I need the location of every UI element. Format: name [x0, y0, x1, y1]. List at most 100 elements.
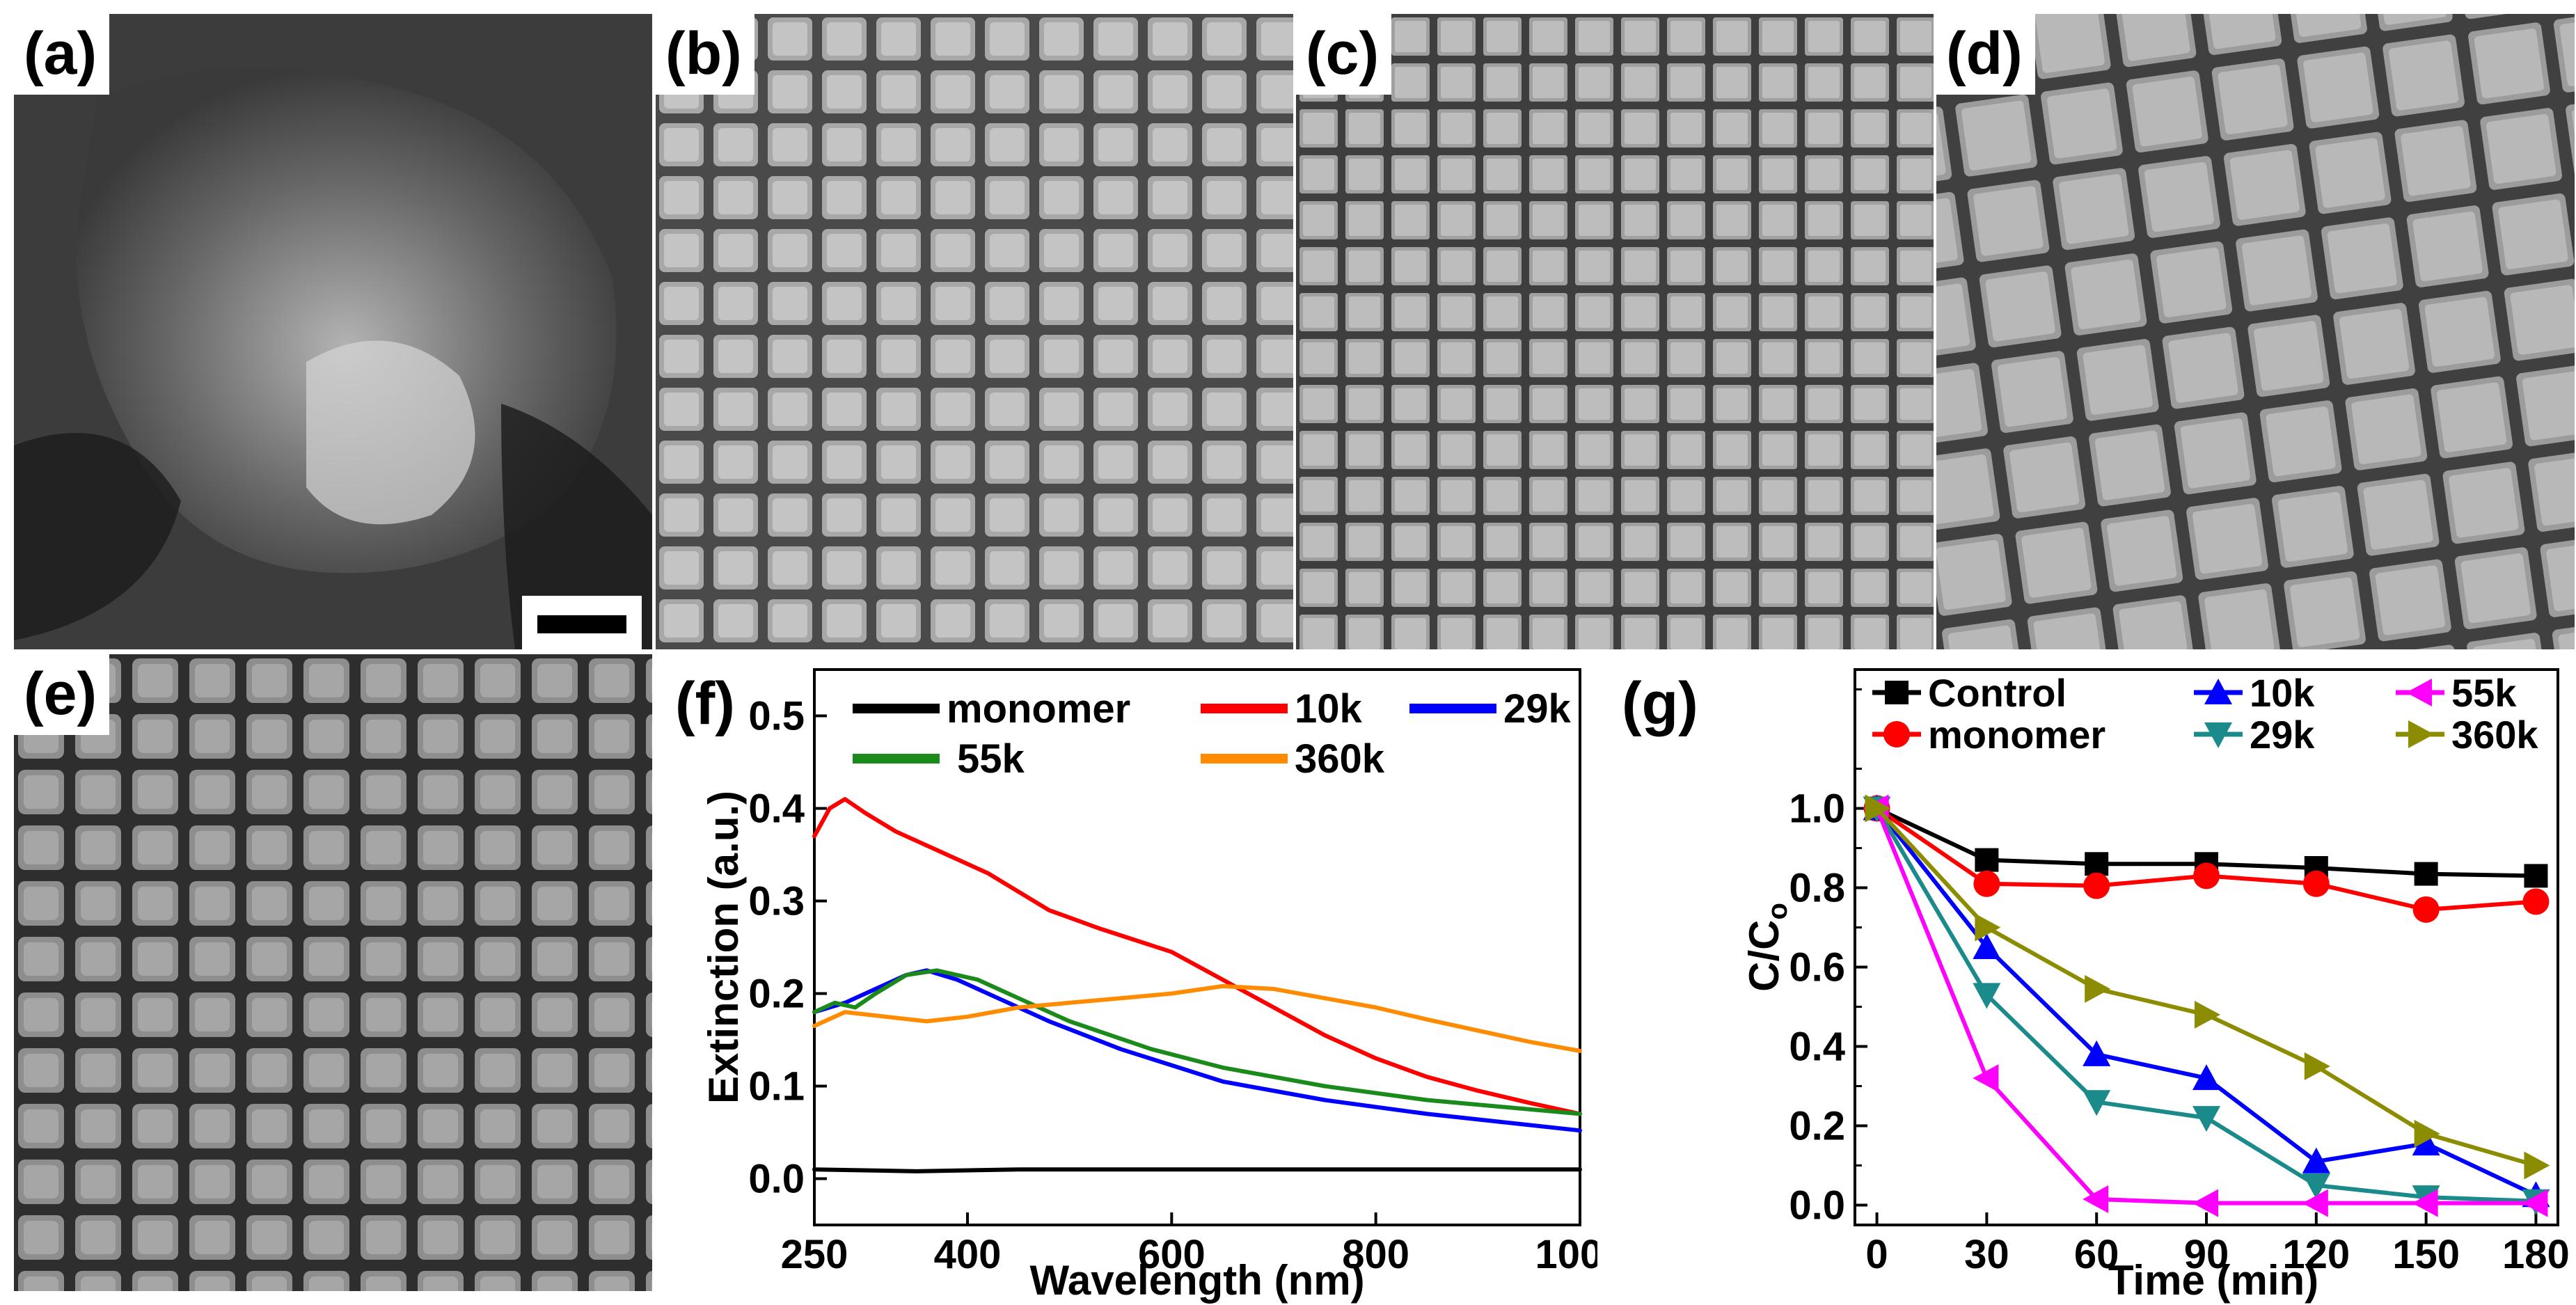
data-point-360k: [2414, 1119, 2440, 1148]
legend-label-29k: 29k: [1503, 686, 1572, 731]
chart-g: (g) 0 30 60 90 120 150 180 0.0 0.2 0.4 0.6 0.8 1.0 C…: [1615, 654, 2576, 1305]
y-axis-label-subscript: o: [1762, 903, 1793, 919]
scale-bar: [522, 596, 642, 650]
data-point-360k: [2524, 1151, 2550, 1180]
data-point-monomer: [2522, 888, 2550, 915]
data-point-monomer: [2412, 896, 2440, 923]
legend-label-monomer: monomer: [947, 686, 1130, 731]
y-tick-label: 0.0: [748, 1157, 805, 1202]
legend-swatch-marker-55k: [2406, 679, 2432, 706]
data-point-55k: [2412, 1189, 2438, 1217]
data-point-360k: [2195, 1000, 2220, 1029]
data-point-monomer: [2302, 870, 2330, 897]
data-point-360k: [2085, 974, 2111, 1003]
legend-label-360k: 360k: [1295, 736, 1385, 782]
legend-label-10k: 10k: [1295, 686, 1363, 731]
y-tick-label: 0.6: [1789, 945, 1845, 990]
series-line-monomer: [812, 1167, 1582, 1173]
data-point-Control: [2085, 852, 2109, 876]
y-tick-label: 0.3: [748, 879, 805, 924]
data-point-55k: [1973, 1064, 1999, 1093]
legend-swatch-marker-Control: [1885, 681, 1909, 704]
panel-label-b: (b): [656, 14, 754, 95]
series-line-29k: [812, 968, 1582, 1133]
x-tick-label: 120: [2282, 1232, 2350, 1277]
x-tick-label: 800: [1342, 1232, 1409, 1277]
data-point-360k: [2304, 1052, 2330, 1080]
data-point-Control: [1975, 848, 1999, 872]
y-tick-label: 0.0: [1789, 1183, 1845, 1228]
x-tick-label: 600: [1138, 1232, 1206, 1277]
y-tick-label: 0.5: [748, 694, 805, 739]
x-tick-label: 30: [1964, 1232, 2009, 1277]
legend-label-10k: 10k: [2250, 671, 2315, 715]
y-tick-label: 0.2: [1789, 1104, 1845, 1149]
x-axis-label: Wavelength (nm): [1029, 1257, 1364, 1304]
sem-image-a: [14, 14, 652, 649]
legend: monomer 10k 29k 55k 360k: [853, 686, 1572, 782]
x-tick-label: 0: [1865, 1232, 1888, 1277]
data-point-monomer: [2083, 872, 2110, 899]
sem-image-c: [1296, 14, 1934, 649]
panel-label-a: (a): [14, 14, 110, 95]
sem-image-d: [1936, 14, 2575, 649]
data-point-Control: [2414, 862, 2438, 886]
plot-frame: [813, 668, 1581, 1226]
panel-label-c: (c): [1296, 14, 1392, 95]
y-tick-label: 0.1: [748, 1064, 805, 1109]
data-point-monomer: [1973, 870, 2000, 897]
series-line-10k: [812, 797, 1582, 1116]
y-tick-label: 1.0: [1789, 786, 1845, 832]
legend-label-360k: 360k: [2451, 713, 2538, 757]
legend-label-55k: 55k: [2451, 671, 2517, 715]
data-point-monomer: [2193, 862, 2220, 889]
legend-swatch-marker-360k: [2408, 720, 2434, 748]
series-line-55k: [812, 968, 1582, 1116]
series-line-360k: [812, 983, 1582, 1053]
scale-bar-line: [537, 615, 626, 633]
panel-label-d: (d): [1936, 14, 2035, 95]
panel-label-e: (e): [14, 654, 110, 735]
x-tick-label: 90: [2184, 1232, 2229, 1277]
data-point-55k: [2522, 1189, 2548, 1217]
data-point-29k: [2083, 1090, 2111, 1116]
legend-swatch-marker-10k: [2204, 679, 2232, 704]
y-axis-label: C/Co: [1741, 903, 1793, 992]
data-point-55k: [2302, 1189, 2328, 1217]
y-tick-label: 0.2: [748, 972, 805, 1017]
data-point-29k: [2192, 1106, 2220, 1132]
data-point-29k: [1973, 983, 2001, 1009]
x-tick-label: 180: [2502, 1232, 2570, 1277]
data-point-29k: [2302, 1173, 2330, 1199]
data-point-360k: [1865, 794, 1891, 823]
data-point-10k: [2083, 1040, 2111, 1066]
y-tick-label: 0.8: [1789, 866, 1845, 911]
legend-label-control: Control: [1928, 671, 2067, 715]
y-tick-label: 0.4: [1789, 1025, 1845, 1070]
y-axis-label-main: C/C: [1741, 920, 1787, 992]
x-tick-label: 400: [934, 1232, 1002, 1277]
data-point-10k: [2192, 1064, 2220, 1091]
panel-label-f: (f): [675, 670, 735, 737]
legend-label-55k: 55k: [957, 736, 1025, 782]
data-point-10k: [2302, 1147, 2330, 1173]
y-axis-label: Extinction (a.u.): [700, 791, 747, 1104]
data-point-10k: [1973, 933, 2001, 959]
x-tick-label: 250: [781, 1232, 848, 1277]
legend-swatch-marker-monomer: [1883, 721, 1910, 748]
data-point-55k: [2192, 1189, 2218, 1217]
y-tick-label: 0.4: [748, 786, 805, 832]
panel-label-g: (g): [1622, 670, 1698, 737]
x-tick-label: 150: [2392, 1232, 2460, 1277]
sem-image-b: [656, 14, 1293, 649]
data-point-Control: [2524, 864, 2548, 888]
legend-swatch-marker-29k: [2204, 722, 2232, 748]
data-point-360k: [1975, 913, 2001, 942]
data-point-10k: [2412, 1130, 2440, 1156]
x-tick-label: 60: [2074, 1232, 2119, 1277]
legend: Control monomer 10k 29k 55k 360k: [1872, 671, 2538, 757]
legend-label-29k: 29k: [2250, 713, 2315, 757]
legend-label-monomer: monomer: [1928, 713, 2105, 757]
